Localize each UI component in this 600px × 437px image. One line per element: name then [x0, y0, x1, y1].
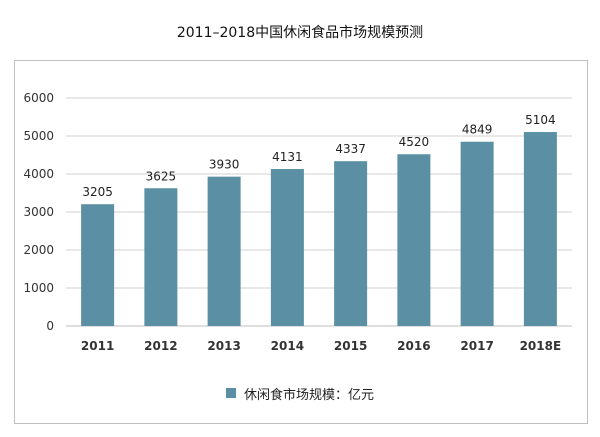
- legend: 休闲食市场规模：亿元: [0, 383, 600, 403]
- bar: [144, 188, 178, 326]
- data-label: 5104: [525, 113, 556, 127]
- x-tick-label: 2015: [334, 339, 367, 353]
- y-tick-label: 2000: [23, 243, 54, 257]
- bar: [207, 176, 241, 326]
- x-tick-label: 2017: [460, 339, 493, 353]
- legend-swatch: [225, 388, 236, 398]
- data-label: 4131: [272, 150, 303, 164]
- y-tick-label: 0: [46, 319, 54, 333]
- x-tick-label: 2014: [271, 339, 304, 353]
- legend-label: 休闲食市场规模：亿元: [243, 387, 374, 403]
- y-tick-label: 5000: [23, 129, 54, 143]
- x-tick-label: 2018E: [520, 339, 562, 353]
- x-tick-label: 2011: [81, 339, 114, 353]
- y-tick-label: 1000: [23, 281, 54, 295]
- bar: [460, 141, 494, 326]
- data-label: 3930: [209, 158, 240, 172]
- x-tick-label: 2013: [207, 339, 240, 353]
- bar: [81, 204, 115, 326]
- bar: [523, 132, 557, 326]
- x-tick-label: 2012: [144, 339, 177, 353]
- y-tick-label: 3000: [23, 205, 54, 219]
- data-label: 4849: [462, 123, 493, 137]
- data-label: 4337: [335, 142, 366, 156]
- bar: [270, 169, 304, 326]
- x-tick-label: 2016: [397, 339, 430, 353]
- data-label: 4520: [399, 135, 430, 149]
- y-tick-label: 6000: [23, 91, 54, 105]
- bar: [334, 161, 368, 326]
- data-label: 3625: [146, 169, 177, 183]
- chart-title: 2011–2018中国休闲食品市场规模预测: [176, 25, 424, 41]
- data-label: 3205: [82, 185, 113, 199]
- bar: [397, 154, 431, 326]
- y-tick-label: 4000: [23, 167, 54, 181]
